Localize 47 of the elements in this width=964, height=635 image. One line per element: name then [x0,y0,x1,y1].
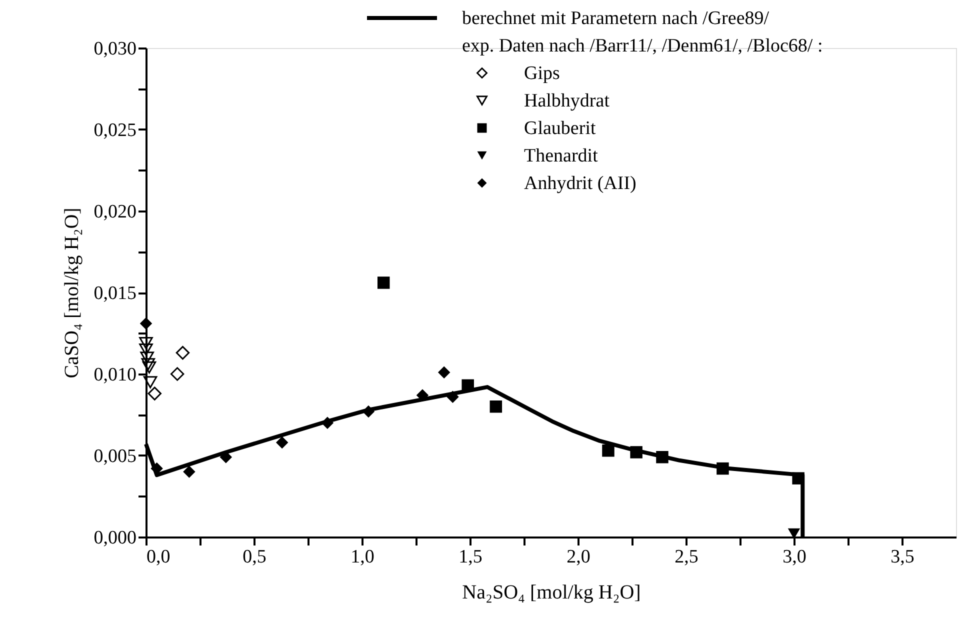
legend-label: Halbhydrat [524,90,610,112]
y-tick-label: 0,020 [94,202,136,222]
x-tick-label: 2,5 [674,546,698,568]
point [377,276,390,289]
point [142,361,156,374]
point [140,352,154,364]
point [462,379,474,392]
point [148,386,162,400]
y-tick-label: 0,010 [94,364,136,386]
x-tick-label: 3,0 [782,546,806,568]
x-tick-label: 0,0 [146,546,170,568]
legend-label: Anhydrit (AII) [524,173,636,194]
y-tick-label: 0,030 [94,38,136,60]
y-tick-label: 0,025 [94,120,136,141]
y-tick-label: 0,005 [94,446,136,467]
point [143,376,158,388]
legend-label: Gips [524,63,560,84]
point [716,462,729,475]
x-tick-label: 3,5 [890,546,914,568]
x-axis-title: Na₂SO₄ [mol/kg H₂O] [462,582,641,604]
point [139,336,153,350]
legend-title: exp. Daten nach /Barr11/, /Denm61/, /Bloc68/ : [462,36,823,56]
legend-label: berechnet mit Parametern nach /Gree89/ [462,8,770,29]
x-tick-label: 0,5 [242,546,266,568]
point [630,446,642,458]
point [139,343,153,356]
x-tick-label: 2,0 [566,546,590,568]
legend-label: Thenardit [524,146,599,166]
point [792,472,804,484]
point [183,466,196,478]
point [362,405,375,418]
point [170,367,184,381]
point [446,390,459,403]
point [602,444,614,457]
point [438,366,450,378]
legend-label: Glauberit [524,118,596,139]
point [140,317,152,330]
point [276,436,288,449]
point [141,358,156,370]
point [176,346,190,360]
x-tick-label: 1,5 [458,546,482,568]
point [656,451,668,464]
y-axis-title: CaSO₄ [mol/kg H₂O] [60,208,83,378]
y-tick-label: 0,015 [94,283,136,304]
y-tick-label: 0,000 [94,528,136,548]
point [490,400,502,413]
x-tick-label: 1,0 [350,546,374,568]
